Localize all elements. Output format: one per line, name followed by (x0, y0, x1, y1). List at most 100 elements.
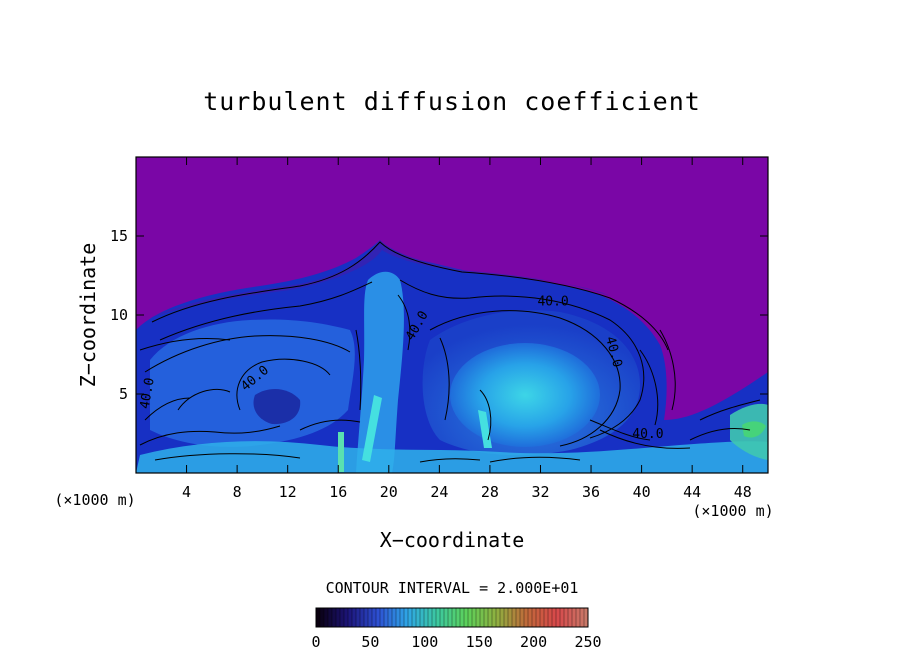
colorbar-cell (372, 608, 377, 627)
colorbar-cell (404, 608, 409, 627)
x-tick-label: 48 (734, 483, 752, 501)
colorbar-cell (424, 608, 429, 627)
x-tick-label: 24 (430, 483, 448, 501)
colorbar-cell (536, 608, 541, 627)
contour-lines (139, 241, 761, 463)
colorbar-cell (388, 608, 393, 627)
x-axis-ticks: 4 8 12 16 20 24 28 32 36 40 44 48 (182, 157, 752, 501)
chart-title: turbulent diffusion coefficient (203, 87, 701, 116)
x-axis-label: X−coordinate (380, 528, 525, 552)
colorbar-cell (324, 608, 329, 627)
colorbar-cell (572, 608, 577, 627)
colorbar-cell (448, 608, 453, 627)
colorbar-cell (544, 608, 549, 627)
colorbar-cell (564, 608, 569, 627)
colorbar-cell (520, 608, 525, 627)
colorbar-cell (516, 608, 521, 627)
colorbar-cell (464, 608, 469, 627)
colorbar-tick-label: 150 (466, 633, 493, 651)
cyan-streak (362, 395, 382, 462)
x-tick-label: 20 (380, 483, 398, 501)
colorbar-cell (496, 608, 501, 627)
colorbar-cell (428, 608, 433, 627)
colorbar-cell (472, 608, 477, 627)
colorbar-cell (320, 608, 325, 627)
colorbar-cell (528, 608, 533, 627)
colorbar-cell (340, 608, 345, 627)
colorbar-cell (488, 608, 493, 627)
x-tick-label: 12 (279, 483, 297, 501)
y-tick-label: 15 (110, 227, 128, 245)
contour-interval-label: CONTOUR INTERVAL = 2.000E+01 (326, 579, 579, 597)
colorbar-cell (408, 608, 413, 627)
cyan-streak-3 (338, 432, 344, 472)
colorbar-tick-label: 50 (361, 633, 379, 651)
x-tick-label: 40 (633, 483, 651, 501)
contour-label: 40.0 (537, 295, 568, 310)
colorbar-cell (576, 608, 581, 627)
colorbar-cell (568, 608, 573, 627)
colorbar-cell (484, 608, 489, 627)
colorbar-cell (328, 608, 333, 627)
colorbar-cell (504, 608, 509, 627)
colorbar-tick-label: 200 (520, 633, 547, 651)
colorbar-cell (512, 608, 517, 627)
lower-band (136, 441, 768, 473)
colorbar-cell (352, 608, 357, 627)
colorbar-cell (384, 608, 389, 627)
colorbar-cell (336, 608, 341, 627)
colorbar-ticks: 0 50 100 150 200 250 (311, 633, 601, 651)
colorbar-cell (436, 608, 441, 627)
x-unit-label-left: (×1000 m) (54, 491, 135, 509)
y-tick-label: 5 (119, 385, 128, 403)
colorbar-cell (492, 608, 497, 627)
x-tick-label: 36 (582, 483, 600, 501)
colorbar-cell (368, 608, 373, 627)
colorbar-cell (580, 608, 585, 627)
colorbar-tick-label: 250 (574, 633, 601, 651)
x-tick-label: 44 (683, 483, 701, 501)
green-patch (742, 421, 766, 438)
colorbar-cell (460, 608, 465, 627)
colorbar-cell (376, 608, 381, 627)
plot-area: 40.040.040.040.040.040.0 (136, 157, 768, 473)
colorbar-cell (548, 608, 553, 627)
colorbar-cell (560, 608, 565, 627)
colorbar-cell (432, 608, 437, 627)
x-tick-label: 32 (531, 483, 549, 501)
colorbar-cell (508, 608, 513, 627)
colorbar-cell (360, 608, 365, 627)
colorbar-cell (584, 608, 589, 627)
colorbar-cell (412, 608, 417, 627)
colorbar-frame (315, 607, 589, 628)
colorbar-cell (452, 608, 457, 627)
colorbar-cell (552, 608, 557, 627)
colorbar-cell (392, 608, 397, 627)
colorbar-tick-label: 0 (311, 633, 320, 651)
colorbar-tick-label: 100 (411, 633, 438, 651)
colorbar: 0 50 100 150 200 250 (311, 607, 602, 651)
colorbar-cell (500, 608, 505, 627)
colorbar-cell (532, 608, 537, 627)
y-tick-label: 10 (110, 306, 128, 324)
x-unit-label-right: (×1000 m) (692, 502, 773, 520)
colorbar-cell (440, 608, 445, 627)
colorbar-cell (524, 608, 529, 627)
colorbar-cell (332, 608, 337, 627)
colorbar-cell (476, 608, 481, 627)
x-tick-label: 28 (481, 483, 499, 501)
colorbar-cell (316, 608, 321, 627)
colorbar-cell (364, 608, 369, 627)
vortex-core (450, 343, 600, 447)
x-tick-label: 4 (182, 483, 191, 501)
colorbar-cells (315, 608, 589, 627)
colorbar-cell (380, 608, 385, 627)
colorbar-cell (344, 608, 349, 627)
colorbar-cell (420, 608, 425, 627)
left-eddy (150, 319, 355, 447)
colorbar-cell (356, 608, 361, 627)
colorbar-cell (416, 608, 421, 627)
central-plume (356, 271, 404, 473)
contour-label: 40.0 (632, 427, 663, 442)
contour-label: 40.0 (138, 377, 158, 410)
